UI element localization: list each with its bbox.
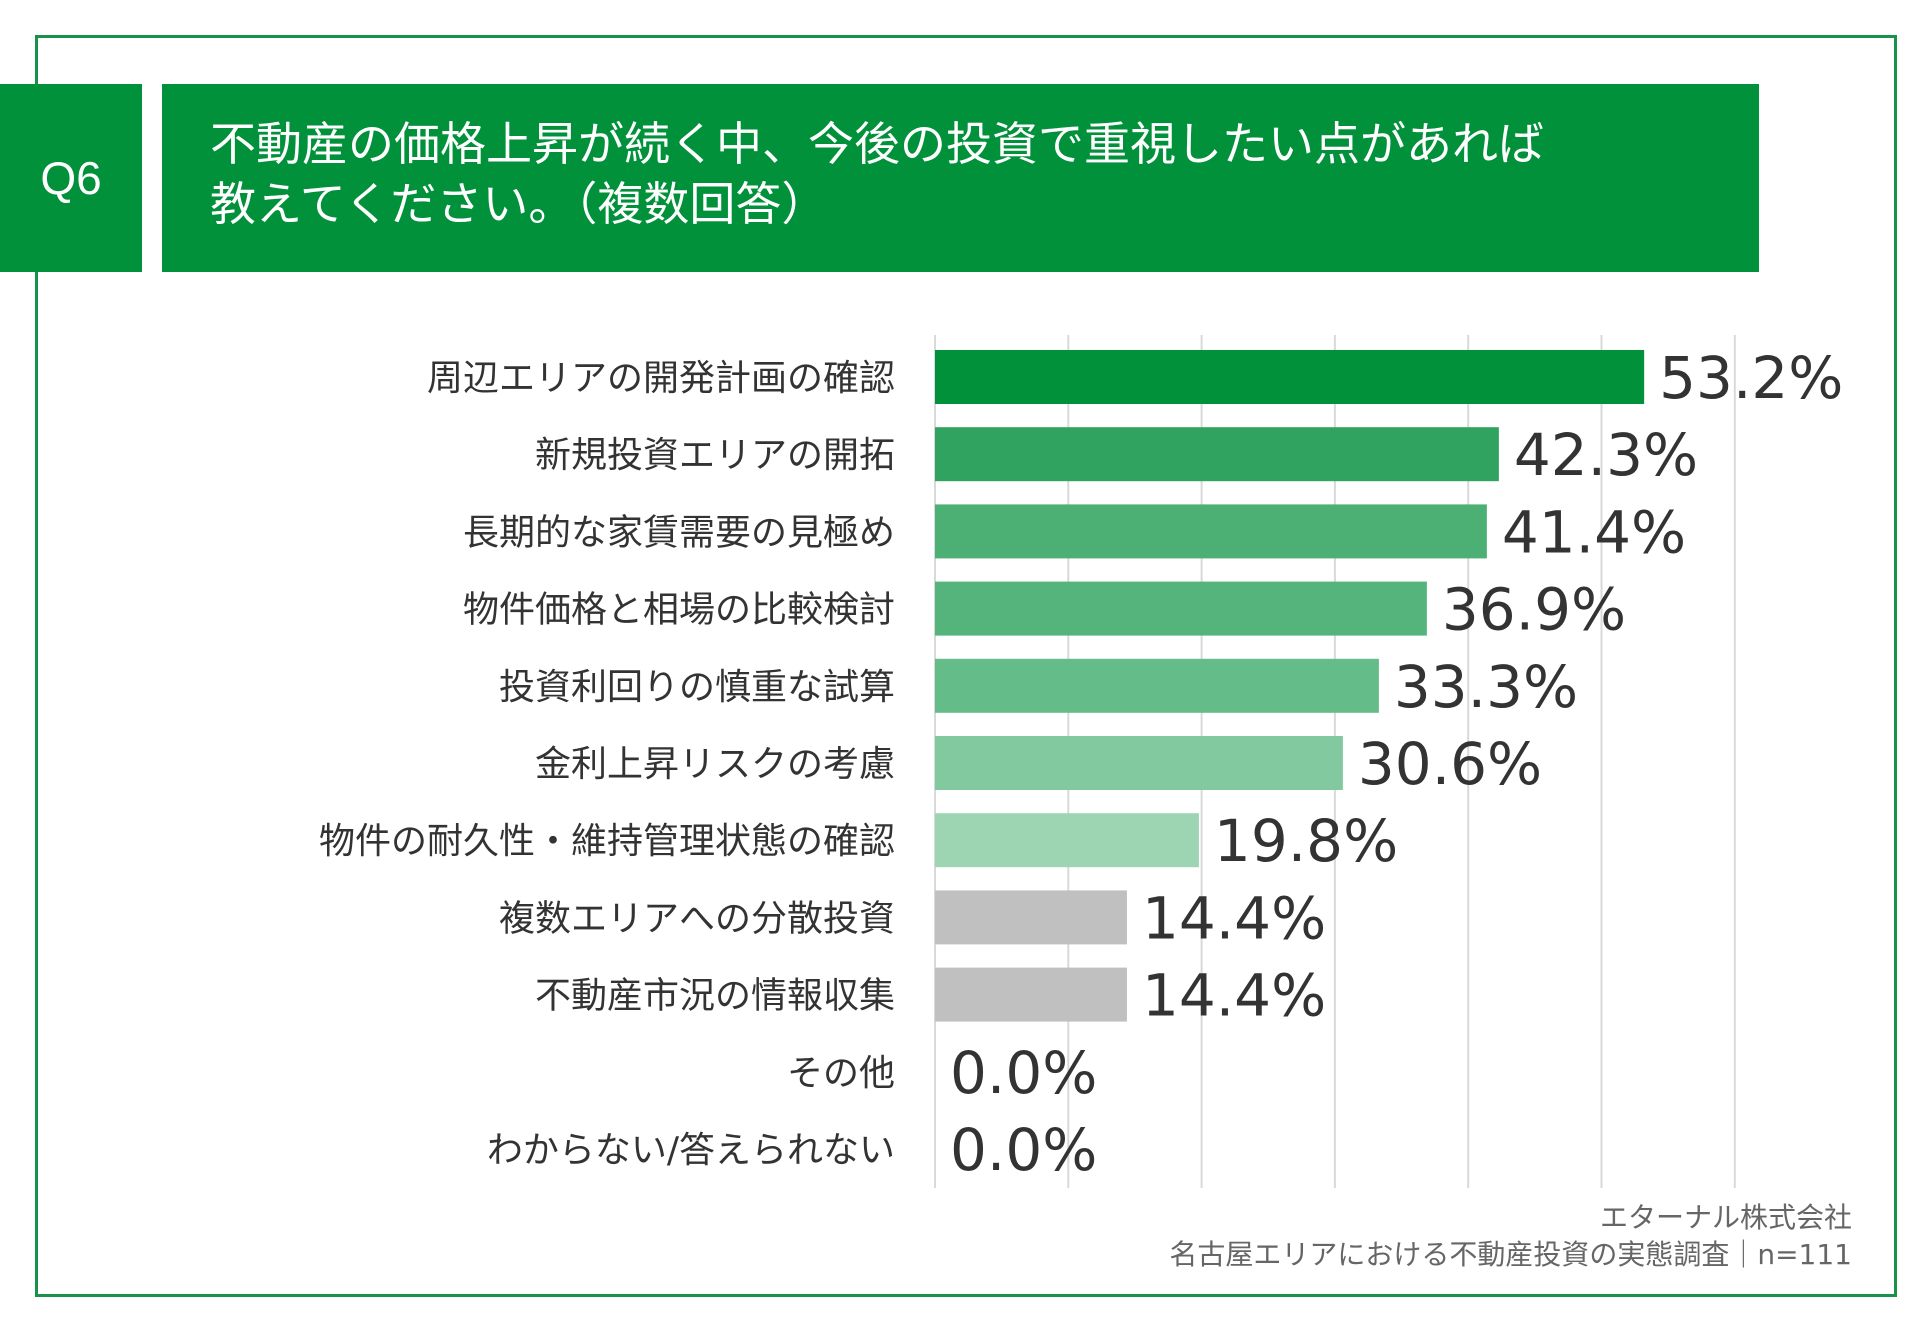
bar <box>935 658 1379 713</box>
category-labels: 周辺エリアの開発計画の確認新規投資エリアの開拓長期的な家賃需要の見極め物件価格と… <box>319 358 895 1171</box>
category-label: 不動産市況の情報収集 <box>535 976 895 1017</box>
bar <box>935 427 1499 482</box>
category-label: 金利上昇リスクの考慮 <box>535 744 895 785</box>
bar <box>935 967 1127 1022</box>
category-label: その他 <box>787 1053 895 1094</box>
data-label: 14.4% <box>1142 962 1326 1030</box>
data-label: 30.6% <box>1358 730 1542 798</box>
data-label: 42.3% <box>1514 421 1698 489</box>
data-label: 53.2% <box>1659 344 1843 412</box>
data-label: 33.3% <box>1394 653 1578 721</box>
category-label: 投資利回りの慎重な試算 <box>499 667 895 708</box>
bar <box>935 813 1199 868</box>
data-label: 0.0% <box>950 1116 1097 1184</box>
bar <box>935 350 1645 404</box>
data-label: 0.0% <box>950 1039 1097 1107</box>
data-label: 36.9% <box>1442 576 1626 644</box>
data-label: 19.8% <box>1214 807 1398 875</box>
footer-survey: 名古屋エリアにおける不動産投資の実態調査｜n=111 <box>1169 1238 1852 1271</box>
category-label: 複数エリアへの分散投資 <box>499 898 895 939</box>
bar <box>935 736 1343 790</box>
bar <box>935 890 1127 945</box>
category-label: 物件価格と相場の比較検討 <box>463 590 895 631</box>
question-title-line2: 教えてください。（複数回答） <box>210 177 828 231</box>
question-title-box: 不動産の価格上昇が続く中、今後の投資で重視したい点があれば 教えてください。（複… <box>162 84 1759 272</box>
category-label: 物件の耐久性・維持管理状態の確認 <box>319 821 895 862</box>
category-label: 長期的な家賃需要の見極め <box>463 512 895 553</box>
outer-frame <box>35 35 1897 1297</box>
question-number-badge: Q6 <box>0 84 142 272</box>
data-label: 14.4% <box>1142 884 1326 952</box>
question-title-line1: 不動産の価格上昇が続く中、今後の投資で重視したい点があれば <box>210 117 1544 171</box>
question-number: Q6 <box>40 152 102 204</box>
category-label: わからない/答えられない <box>487 1130 895 1171</box>
value-labels: 53.2% 42.3% 41.4% 36.9% 33.3% 30.6% 19.8% 14.4%… <box>950 344 1843 1184</box>
category-label: 周辺エリアの開発計画の確認 <box>427 358 895 399</box>
bar <box>935 581 1427 636</box>
bar <box>935 504 1487 559</box>
data-label: 41.4% <box>1502 498 1686 566</box>
bars <box>935 350 1645 1022</box>
footer-company: エターナル株式会社 <box>1599 1201 1852 1234</box>
category-label: 新規投資エリアの開拓 <box>535 435 895 476</box>
